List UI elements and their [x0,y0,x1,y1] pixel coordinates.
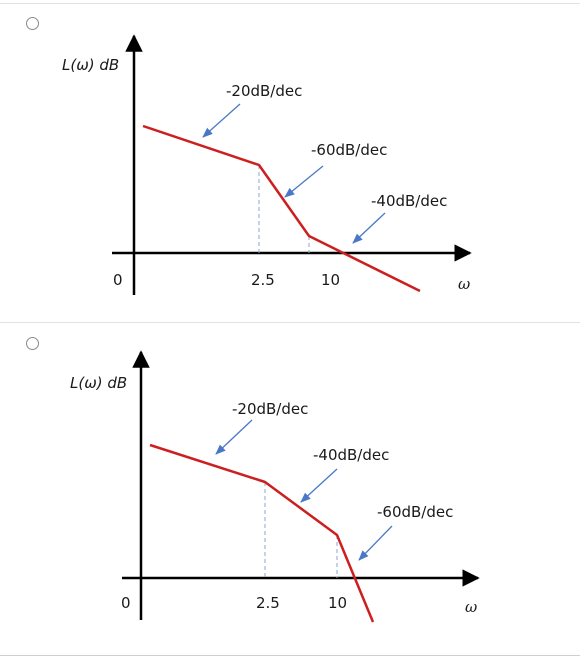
origin-label: 0 [121,594,131,612]
origin-label: 0 [113,271,123,289]
middle-divider [0,322,580,323]
x-axis-label: ω [458,275,470,293]
top-divider [0,3,580,4]
magnitude-curve [149,443,375,623]
y-axis-label: L(ω) dB [70,374,127,392]
slope-label-2: -40dB/dec [313,446,389,464]
tick-label-2-5: 2.5 [256,594,280,612]
bottom-divider [0,655,580,656]
tick-label-10: 10 [321,271,340,289]
bode-diagram-2: L(ω) dB -20dB/dec -40dB/dec -60dB/dec 0 … [70,350,480,623]
y-axis-label: L(ω) dB [62,56,119,74]
tick-label-2-5: 2.5 [251,271,275,289]
answer-option-2[interactable]: L(ω) dB -20dB/dec -40dB/dec -60dB/dec 0 … [0,322,580,668]
slope-pointer-1 [202,103,241,138]
tick-label-10: 10 [328,594,347,612]
magnitude-curve [142,124,421,293]
slope-pointer-3 [358,525,393,561]
slope-label-1: -20dB/dec [232,400,308,418]
slope-label-3: -60dB/dec [377,503,453,521]
slope-pointer-1 [215,419,253,455]
slope-label-2: -60dB/dec [311,141,387,159]
slope-pointer-2 [284,165,324,198]
x-axis-label: ω [465,598,477,616]
option-2-radio-button[interactable] [26,337,39,350]
slope-label-1: -20dB/dec [226,82,302,100]
answer-option-1[interactable]: L(ω) dB -20dB/dec -60dB/dec -40dB/dec 0 … [0,0,580,322]
option-1-radio-button[interactable] [26,17,39,30]
slope-label-3: -40dB/dec [371,192,447,210]
slope-pointer-2 [300,468,338,503]
bode-diagram-1: L(ω) dB -20dB/dec -60dB/dec -40dB/dec 0 … [62,34,472,295]
slope-pointer-3 [352,212,386,244]
